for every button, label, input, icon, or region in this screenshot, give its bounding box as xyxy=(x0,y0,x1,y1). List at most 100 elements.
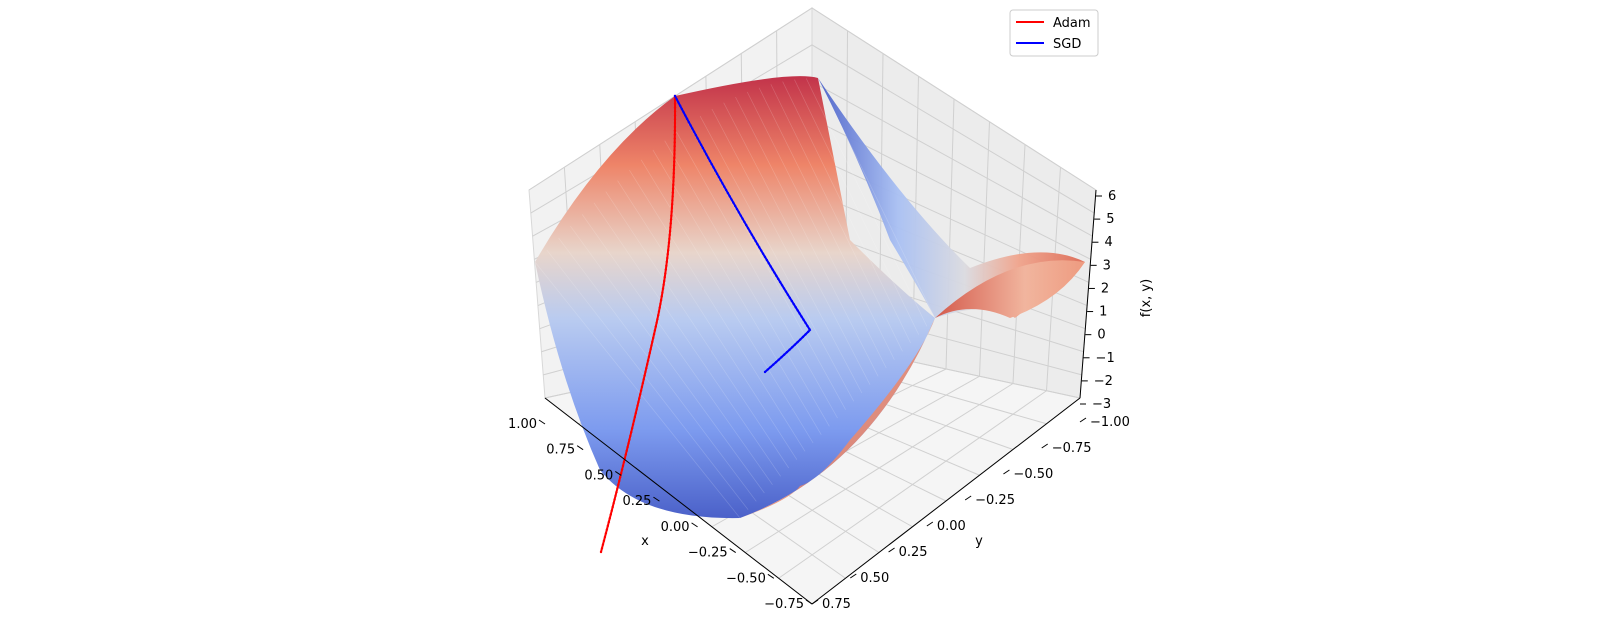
trajectory-point xyxy=(730,198,733,201)
trajectory-point xyxy=(615,490,618,494)
trajectory-point xyxy=(612,502,615,505)
trajectory-point xyxy=(672,183,675,187)
trajectory-point xyxy=(748,230,752,233)
trajectory-point xyxy=(652,332,656,336)
trajectory-point xyxy=(631,423,635,426)
x-axis-line xyxy=(544,397,813,605)
trajectory-point xyxy=(766,368,769,371)
tick-label: −0.50 xyxy=(1013,467,1053,482)
surface-front-left xyxy=(535,76,935,519)
trajectory-point xyxy=(804,333,807,336)
trajectory-point xyxy=(719,179,722,182)
trajectory-point xyxy=(685,117,689,121)
legend-label-adam: Adam xyxy=(1053,16,1091,31)
trajectory-point xyxy=(661,287,665,290)
tick-mark xyxy=(1003,469,1010,475)
mesh-line xyxy=(723,102,871,385)
trajectory-point xyxy=(662,283,665,287)
trajectory-point xyxy=(654,325,657,328)
trajectory-point xyxy=(604,532,608,535)
trajectory-point xyxy=(607,520,611,524)
tick-label: 2 xyxy=(1101,281,1109,296)
trajectory-point xyxy=(650,344,653,347)
trajectory-point xyxy=(673,117,677,121)
trajectory-point xyxy=(765,258,769,262)
trajectory-point xyxy=(673,129,677,132)
trajectory-point xyxy=(784,290,788,293)
trajectory-point xyxy=(778,280,782,284)
trajectory-point xyxy=(773,271,776,274)
trajectory-point xyxy=(696,137,699,140)
mesh-line xyxy=(758,87,895,360)
mesh-line xyxy=(652,149,822,435)
trajectory-point xyxy=(628,438,631,441)
trajectory-point xyxy=(646,359,650,362)
tick-label: 0.25 xyxy=(622,494,651,509)
trajectory-point xyxy=(622,460,626,464)
trajectory-point xyxy=(710,162,713,166)
trajectory-point xyxy=(625,449,628,453)
legend: Adam SGD xyxy=(1009,9,1099,57)
mesh-line xyxy=(546,249,749,510)
trajectory-point xyxy=(750,233,754,236)
tick-label: 0.50 xyxy=(584,468,613,483)
trajectory-point xyxy=(664,268,668,271)
trajectory-point xyxy=(737,211,741,214)
tick-label: −0.25 xyxy=(975,493,1015,508)
trajectory-point xyxy=(721,182,724,185)
trajectory-point xyxy=(726,191,730,195)
trajectory-point xyxy=(603,535,607,539)
trajectory-point xyxy=(602,539,606,542)
trajectory-point xyxy=(769,365,772,369)
tick-label: −0.25 xyxy=(688,546,728,561)
trajectory-point xyxy=(672,168,676,171)
trajectory-point xyxy=(667,245,670,248)
trajectory-point xyxy=(701,146,705,150)
tick-label: −2 xyxy=(1094,374,1113,389)
trajectory-point xyxy=(668,229,672,233)
trajectory-point xyxy=(777,358,780,361)
tick-mark xyxy=(538,419,546,425)
x-ticks: 1.00 0.75 0.50 0.25 0.00 −0.25 −0.50 −0.75 xyxy=(508,417,813,612)
trajectory-point xyxy=(635,408,638,411)
trajectory-point xyxy=(673,137,676,140)
trajectory-point xyxy=(664,272,667,275)
mesh-line xyxy=(629,169,806,452)
trajectory-point xyxy=(717,175,721,179)
trajectory-point xyxy=(756,242,759,246)
trajectory-point xyxy=(767,261,770,265)
trajectory-point xyxy=(601,543,605,546)
trajectory-point xyxy=(796,340,799,344)
trajectory-point xyxy=(608,517,611,520)
trajectory-point xyxy=(772,363,775,366)
tick-label: −0.75 xyxy=(1052,441,1092,456)
tick-mark xyxy=(691,522,698,528)
tick-label: 5 xyxy=(1106,212,1114,227)
trajectory-point xyxy=(759,249,763,252)
trajectory-point xyxy=(712,166,715,169)
trajectory-point xyxy=(689,124,692,127)
mesh-line xyxy=(794,79,920,335)
trajectory-point xyxy=(616,487,619,490)
trajectory-point xyxy=(687,120,691,124)
trajectory-point xyxy=(673,114,677,117)
surface-mesh xyxy=(534,77,936,519)
trajectory-point xyxy=(613,498,616,501)
mesh-line xyxy=(746,91,887,369)
trajectory-point xyxy=(659,302,662,306)
trajectory-point xyxy=(638,397,641,400)
trajectory-point xyxy=(728,195,731,198)
trajectory-point xyxy=(802,318,805,321)
trajectory-point xyxy=(605,528,609,531)
trajectory-point xyxy=(651,340,654,343)
trajectory-point xyxy=(705,153,708,156)
trajectory-point xyxy=(673,106,677,109)
trajectory-point xyxy=(617,483,620,486)
trajectory-point xyxy=(673,121,677,125)
tick-mark xyxy=(653,496,660,502)
trajectory-point xyxy=(648,351,651,355)
trajectory-point xyxy=(691,127,694,130)
trajectories xyxy=(599,94,812,554)
surface-right-wing xyxy=(818,78,1085,318)
